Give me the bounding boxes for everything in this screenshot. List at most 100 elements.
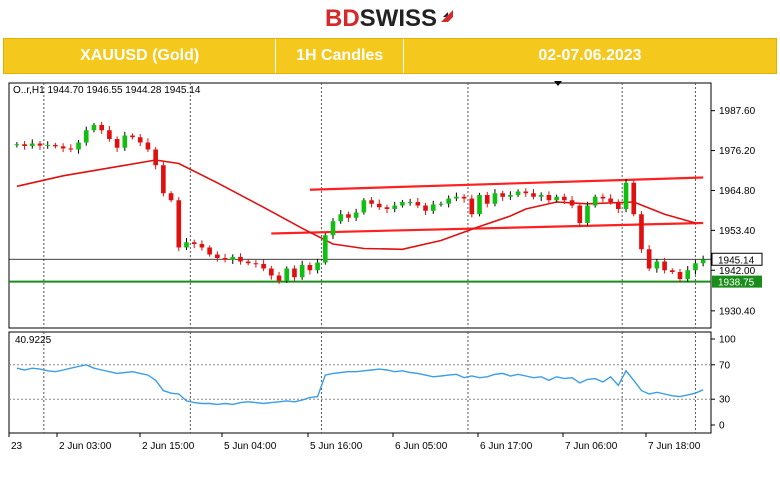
candle-body [508, 195, 513, 197]
candle-body [168, 193, 174, 201]
candle-body [646, 249, 652, 269]
x-tick-label: 7 Jun 06:00 [565, 441, 618, 452]
candle-body [222, 258, 228, 260]
chart-info-banner: XAUUSD (Gold) 1H Candles 02-07.06.2023 [3, 38, 777, 74]
candle-body [315, 262, 320, 271]
candle-body [477, 195, 482, 215]
candle-body [161, 165, 166, 194]
candle-body [376, 203, 382, 208]
candle-body [22, 144, 27, 146]
y-tick-label: 1987.60 [719, 106, 756, 117]
price-chart: 1987.60 1976.20 1964.80 1953.40 1942.00 1930.… [8, 81, 763, 452]
candle-body [45, 144, 51, 146]
candle-body [269, 268, 274, 276]
rsi-tick-label: 30 [719, 395, 731, 406]
scroll-marker-icon[interactable] [554, 81, 562, 86]
candle-body [276, 275, 282, 281]
candle-body [60, 146, 66, 149]
current-price-label: 1945.14 [718, 255, 755, 266]
candle-body [454, 196, 459, 199]
x-tick-label: 6 Jun 05:00 [395, 441, 448, 452]
candle-body [392, 205, 398, 209]
logo-text-swiss: SWISS [359, 5, 437, 32]
candle-body [245, 261, 251, 264]
support-price-tag [712, 275, 762, 288]
candle-body [215, 254, 220, 258]
date-range-label: 02-07.06.2023 [538, 47, 642, 64]
candle-body [353, 212, 359, 218]
candle-body [322, 235, 328, 263]
candle-body [14, 144, 20, 146]
candle-body [191, 242, 197, 244]
candle-body [184, 242, 189, 248]
candle-body [284, 268, 290, 281]
candle-body [616, 202, 621, 209]
channel-bottom-line [271, 221, 704, 235]
candle-body [685, 270, 691, 279]
candle-body [446, 198, 451, 204]
x-tick-label: 6 Jun 17:00 [480, 441, 533, 452]
candle-body [369, 200, 374, 204]
candle-body [484, 195, 490, 204]
candle-body [400, 202, 405, 206]
candle-body [384, 207, 390, 209]
timeframe-label: 1H Candles [276, 39, 404, 73]
candle-body [76, 142, 81, 150]
candle-body [307, 265, 313, 271]
x-tick-label: 2 Jun 03:00 [59, 441, 112, 452]
candle-body [430, 204, 436, 211]
candle-body [338, 214, 344, 222]
candle-body [700, 259, 706, 264]
candle-body [423, 205, 428, 211]
candle-body [145, 142, 151, 150]
candle-body [37, 143, 43, 146]
candle-body [83, 130, 89, 143]
candle-body [623, 182, 629, 209]
rsi-tick-label: 100 [719, 335, 736, 346]
candle-body [461, 196, 467, 199]
candle-body [438, 203, 444, 205]
support-price-label: 1938.75 [718, 278, 755, 289]
candle-body [677, 272, 683, 279]
candle-body [693, 263, 698, 271]
candle-body [292, 268, 297, 278]
candle-body [137, 137, 143, 143]
candle-body [538, 195, 544, 197]
chart-area: 1987.60 1976.20 1964.80 1953.40 1942.00 1930.… [3, 80, 777, 473]
candle-body [569, 200, 575, 206]
candle-body [68, 148, 74, 150]
channel-top-line [309, 176, 704, 191]
symbol-label: XAUUSD (Gold) [4, 39, 277, 73]
candle-body [207, 247, 212, 255]
candle-body [99, 125, 104, 131]
candle-body [346, 214, 351, 218]
logo-arrow-icon [441, 10, 453, 22]
rsi-panel-border [8, 331, 712, 434]
brand-logo: BD SWISS [0, 5, 780, 33]
candle-body [492, 193, 498, 204]
y-tick-label: 1976.20 [719, 146, 756, 157]
candle-body [669, 270, 675, 272]
candle-body [299, 265, 305, 278]
candle-body [662, 261, 667, 271]
logo-text-bd: BD [324, 5, 360, 32]
rsi-tick-label: 0 [719, 421, 725, 432]
candle-body [654, 261, 660, 269]
rsi-tick-label: 70 [719, 360, 731, 371]
candle-body [608, 198, 613, 202]
x-tick-label: 23 [11, 441, 23, 452]
main-panel-border [8, 82, 712, 329]
x-tick-label: 2 Jun 15:00 [142, 441, 195, 452]
x-tick-label: 5 Jun 04:00 [224, 441, 277, 452]
candle-body [253, 263, 259, 265]
candle-body [562, 196, 567, 201]
candle-body [261, 263, 266, 269]
candle-body [523, 191, 529, 194]
candle-body [515, 191, 521, 195]
candle-body [230, 256, 236, 260]
y-tick-label: 1942.00 [719, 266, 756, 277]
y-tick-label: 1953.40 [719, 226, 756, 237]
y-tick-label: 1930.40 [719, 306, 756, 317]
candle-body [361, 200, 367, 213]
candle-body [330, 221, 336, 236]
